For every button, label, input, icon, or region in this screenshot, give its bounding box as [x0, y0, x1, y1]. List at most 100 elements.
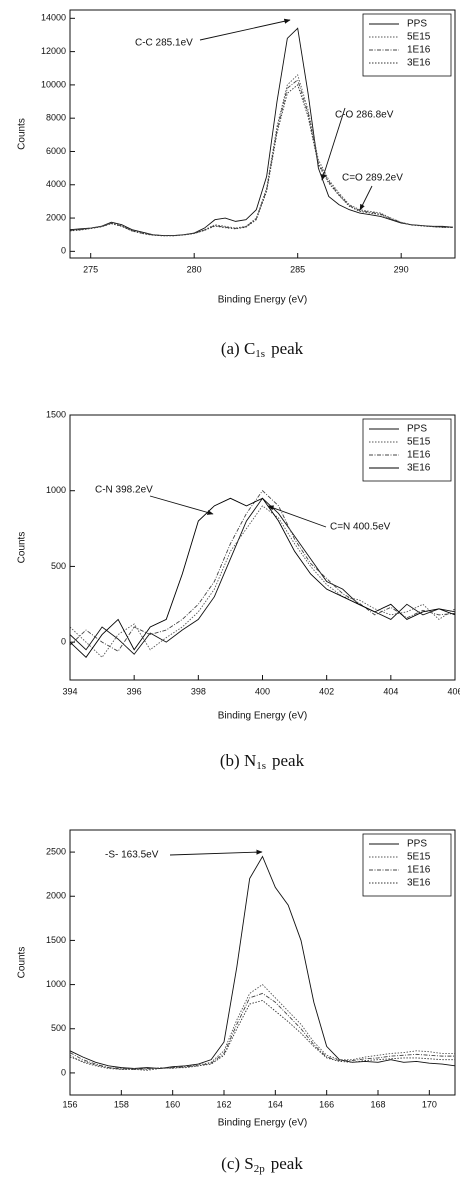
lines [70, 855, 455, 1071]
x-tick-label: 166 [319, 1099, 334, 1109]
caption: (b) N1s peak [220, 751, 305, 772]
x-tick-label: 406 [447, 686, 460, 696]
y-tick-label: 6000 [46, 146, 66, 156]
plot-frame [69, 9, 456, 259]
x-axis-label: Binding Energy (eV) [218, 1118, 308, 1129]
annotation: C=O 289.2eV [342, 173, 403, 184]
legend-label: 1E16 [407, 865, 431, 876]
y-axis-label: Counts [17, 118, 28, 150]
annotation: C-O 286.8eV [335, 110, 394, 121]
series-line [70, 992, 455, 1070]
x-tick-label: 156 [62, 1099, 77, 1109]
series-line [70, 983, 455, 1070]
x-tick-label: 285 [290, 264, 305, 274]
caption-text: (c) S [221, 1154, 254, 1173]
x-tick-label: 402 [319, 686, 334, 696]
series-line [70, 74, 453, 236]
chart: 0 500 1000 1500 2000 2500 156 158 160 162 164 166 16… [17, 829, 456, 1175]
x-tick-label: 164 [268, 1099, 283, 1109]
legend-label: PPS [407, 839, 427, 850]
series-line [70, 999, 455, 1071]
y-axis-label: Counts [17, 947, 28, 979]
annotation-arrow [149, 495, 214, 515]
series-line [70, 79, 453, 237]
caption: (a) C1s peak [221, 339, 304, 360]
x-tick-label: 275 [83, 264, 98, 274]
y-tick-label: 1000 [46, 979, 66, 989]
y-tick-label: 4000 [46, 179, 66, 189]
series-line [70, 497, 455, 655]
annotation: -S- 163.5eV [105, 850, 159, 861]
lines [70, 27, 453, 237]
y-tick-label: 14000 [41, 13, 66, 23]
y-tick-label: 10000 [41, 79, 66, 89]
legend-label: 1E16 [407, 45, 431, 56]
x-tick-label: 396 [127, 686, 142, 696]
y-axis-label: Counts [17, 532, 28, 564]
annotation: C-C 285.1eV [135, 38, 193, 49]
legend-label: 1E16 [407, 450, 431, 461]
caption-subscript: 1s [256, 760, 266, 772]
caption-text: peak [272, 751, 305, 770]
annotation-arrow [267, 505, 327, 528]
x-tick-label: 394 [62, 686, 77, 696]
x-tick-label: 290 [394, 264, 409, 274]
legend-label: 5E15 [407, 852, 431, 863]
y-tick-label: 12000 [41, 46, 66, 56]
legend-label: 3E16 [407, 878, 431, 889]
y-tick-label: 2000 [46, 891, 66, 901]
legend-label: 3E16 [407, 58, 431, 69]
x-tick-label: 404 [383, 686, 398, 696]
x-tick-label: 398 [191, 686, 206, 696]
caption-text: (a) C [221, 339, 255, 358]
series-line [70, 497, 455, 658]
annotation: C=N 400.5eV [330, 522, 391, 533]
y-tick-label: 1500 [46, 409, 66, 419]
x-tick-label: 158 [114, 1099, 129, 1109]
series-line [70, 84, 453, 237]
caption-text: peak [271, 339, 304, 358]
annotation: C-N 398.2eV [95, 485, 153, 496]
y-tick-label: 2500 [46, 846, 66, 856]
y-tick-label: 0 [61, 637, 66, 647]
series-line [70, 505, 455, 658]
caption-subscript: 1s [255, 348, 265, 360]
x-tick-label: 162 [216, 1099, 231, 1109]
legend-label: 3E16 [407, 463, 431, 474]
plot-frame [69, 414, 456, 681]
x-axis-label: Binding Energy (eV) [218, 711, 308, 722]
caption: (c) S2p peak [221, 1154, 303, 1175]
lines [70, 490, 455, 658]
annotation-arrow [169, 849, 263, 856]
x-tick-label: 400 [255, 686, 270, 696]
caption-text: peak [271, 1154, 304, 1173]
plot-frame [69, 829, 456, 1096]
y-tick-label: 0 [61, 1067, 66, 1077]
x-tick-label: 168 [370, 1099, 385, 1109]
caption-subscript: 2p [254, 1163, 266, 1175]
y-tick-label: 1500 [46, 935, 66, 945]
legend-label: PPS [407, 424, 427, 435]
x-axis-label: Binding Energy (eV) [218, 295, 308, 306]
y-tick-label: 500 [51, 1023, 66, 1033]
series-line [70, 490, 455, 652]
annotation-arrow [199, 18, 291, 41]
x-tick-label: 160 [165, 1099, 180, 1109]
y-tick-label: 8000 [46, 113, 66, 123]
x-tick-label: 170 [422, 1099, 437, 1109]
series-line [70, 27, 453, 236]
annotation-arrow [359, 185, 373, 211]
caption-text: (b) N [220, 751, 256, 770]
x-tick-label: 280 [187, 264, 202, 274]
chart: 0 2000 4000 6000 8000 10000 12000 14000 275 280 28… [17, 9, 456, 360]
legend-label: 5E15 [407, 32, 431, 43]
y-tick-label: 2000 [46, 212, 66, 222]
legend-label: 5E15 [407, 437, 431, 448]
legend-label: PPS [407, 19, 427, 30]
annotation-arrow [321, 107, 346, 181]
y-tick-label: 500 [51, 561, 66, 571]
y-tick-label: 1000 [46, 485, 66, 495]
y-tick-label: 0 [61, 246, 66, 256]
chart: 0 500 1000 1500 394 396 398 400 402 404 406 PPS 5E15… [17, 409, 460, 771]
